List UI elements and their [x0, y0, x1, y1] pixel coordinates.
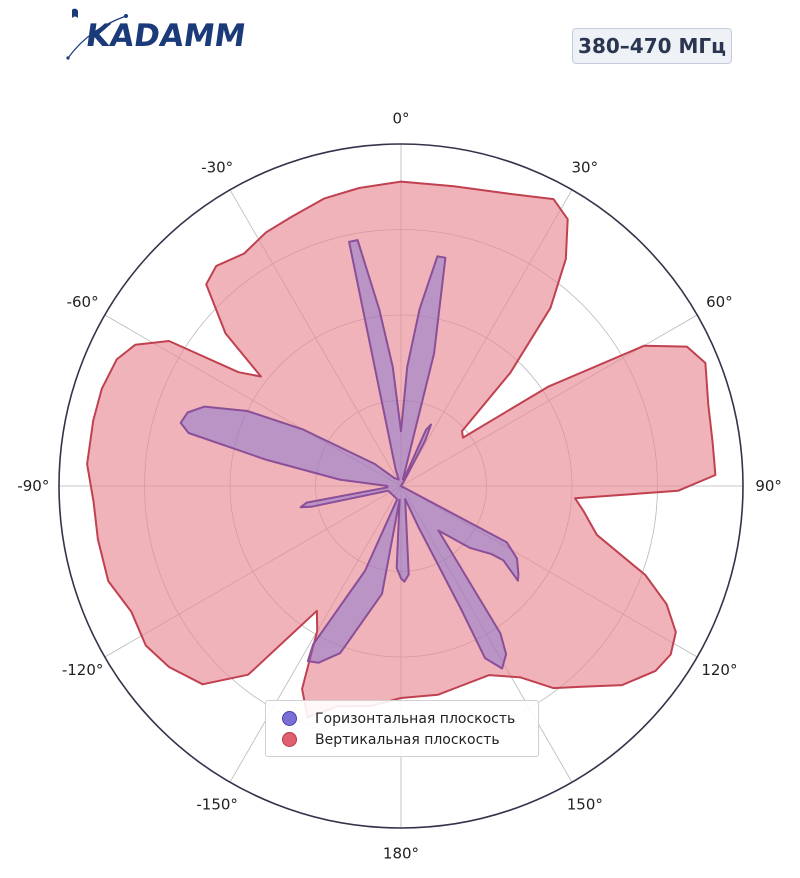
legend-marker-horizontal	[282, 711, 297, 726]
angle-tick-label-8: -120°	[62, 661, 104, 679]
angle-tick-label-1: 30°	[572, 159, 599, 177]
legend-item-horizontal: Горизонтальная плоскость	[266, 708, 538, 729]
chart-legend: Горизонтальная плоскость Вертикальная пл…	[265, 700, 539, 757]
angle-tick-label-4: 120°	[701, 661, 737, 679]
series-horizontal	[179, 239, 520, 670]
brand-logo: KADAMM	[64, 6, 264, 62]
angle-tick-label-10: -60°	[67, 293, 99, 311]
angle-tick-label-7: -150°	[196, 795, 238, 813]
series-vertical	[86, 180, 717, 719]
angle-tick-label-0: 0°	[392, 109, 409, 127]
angle-tick-label-2: 60°	[706, 293, 733, 311]
legend-item-vertical: Вертикальная плоскость	[266, 729, 538, 750]
legend-marker-vertical	[282, 732, 297, 747]
angle-tick-label-6: 180°	[383, 845, 419, 863]
angle-tick-label-3: 90°	[755, 477, 782, 495]
frequency-badge: 380–470 МГц	[572, 28, 732, 64]
polar-outer-ring	[58, 143, 744, 829]
angle-tick-label-5: 150°	[567, 795, 603, 813]
legend-label-horizontal: Горизонтальная плоскость	[315, 710, 516, 727]
angle-tick-label-9: -90°	[17, 477, 49, 495]
logo-mark-icon	[66, 8, 128, 60]
legend-label-vertical: Вертикальная плоскость	[315, 731, 500, 748]
angle-tick-label-11: -30°	[201, 159, 233, 177]
